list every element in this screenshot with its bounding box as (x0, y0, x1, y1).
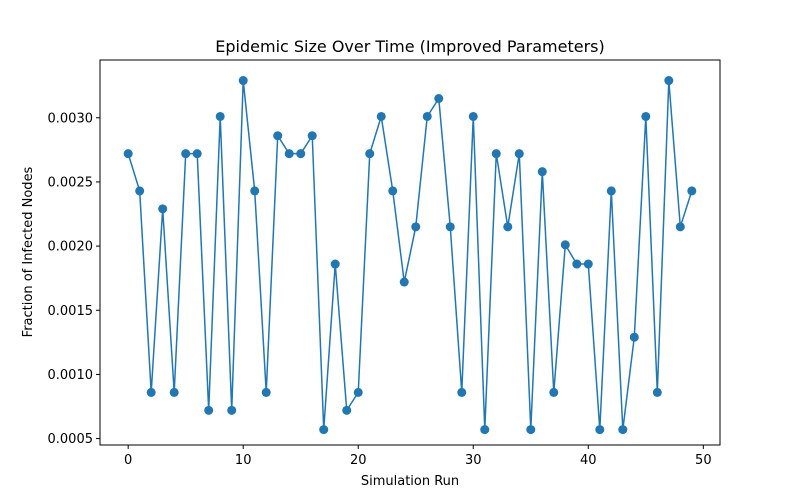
data-point (675, 222, 685, 232)
data-point (422, 111, 432, 121)
data-point (353, 387, 363, 397)
data-point (652, 387, 662, 397)
data-point (135, 186, 145, 196)
data-point (181, 149, 191, 159)
y-tick-label: 0.0025 (48, 175, 94, 190)
data-point (250, 186, 260, 196)
y-tick-label: 0.0010 (48, 368, 94, 383)
y-tick-label: 0.0020 (48, 240, 94, 255)
data-point (549, 387, 559, 397)
data-point (388, 186, 398, 196)
plot-frame (99, 59, 721, 446)
data-point (480, 425, 490, 435)
x-axis-title: Simulation Run (361, 474, 459, 489)
y-tick-label: 0.0005 (48, 432, 94, 447)
x-axis-ticks: 0 10 20 30 40 50 (124, 445, 712, 468)
y-tick-label: 0.0015 (48, 304, 94, 319)
data-point (572, 259, 582, 269)
data-point (618, 425, 628, 435)
data-point (146, 387, 156, 397)
data-point (319, 425, 329, 435)
data-point (261, 387, 271, 397)
data-point (342, 405, 352, 415)
data-point (595, 425, 605, 435)
data-point (537, 167, 547, 177)
x-tick-label: 0 (124, 453, 132, 468)
data-point (307, 131, 317, 141)
data-point (296, 149, 306, 159)
x-tick-label: 40 (580, 453, 597, 468)
data-point (629, 332, 639, 342)
series-line (127, 79, 693, 431)
data-point (273, 131, 283, 141)
y-axis-ticks: 0.0005 0.0010 0.0015 0.0020 0.0025 0.0030 (48, 111, 100, 447)
data-point (457, 387, 467, 397)
x-tick-label: 50 (695, 453, 712, 468)
data-point (583, 259, 593, 269)
x-tick-label: 20 (350, 453, 367, 468)
data-point (330, 259, 340, 269)
data-point (399, 277, 409, 287)
data-point (445, 222, 455, 232)
data-point (284, 149, 294, 159)
data-point (411, 222, 421, 232)
data-point (526, 425, 536, 435)
data-point (664, 76, 674, 86)
x-tick-label: 30 (465, 453, 482, 468)
data-point (123, 149, 133, 159)
data-point (468, 111, 478, 121)
data-point (641, 111, 651, 121)
data-point (514, 149, 524, 159)
data-point (560, 240, 570, 250)
data-point (365, 149, 375, 159)
chart-title: Epidemic Size Over Time (Improved Parame… (215, 37, 604, 56)
data-point (503, 222, 513, 232)
x-tick-label: 10 (235, 453, 252, 468)
data-point (238, 76, 248, 86)
y-tick-label: 0.0030 (48, 111, 94, 126)
data-point (491, 149, 501, 159)
data-point (376, 111, 386, 121)
plot-series (123, 76, 697, 435)
data-point (158, 204, 168, 214)
data-point (204, 405, 214, 415)
data-point (227, 405, 237, 415)
data-point (169, 387, 179, 397)
data-point (606, 186, 616, 196)
data-point (215, 111, 225, 121)
data-point (192, 149, 202, 159)
data-point (434, 94, 444, 103)
data-point (687, 186, 697, 196)
y-axis-title: Fraction of Infected Nodes (21, 166, 36, 337)
